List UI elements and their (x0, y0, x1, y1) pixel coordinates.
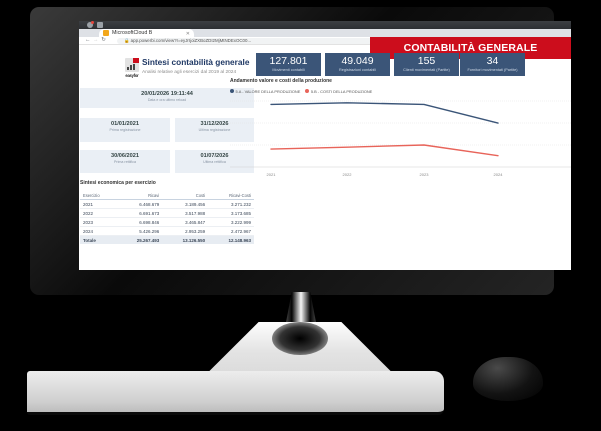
svg-text:2024: 2024 (494, 172, 504, 177)
svg-text:2022: 2022 (343, 172, 353, 177)
svg-text:2023: 2023 (420, 172, 430, 177)
svg-text:2021: 2021 (267, 172, 277, 177)
